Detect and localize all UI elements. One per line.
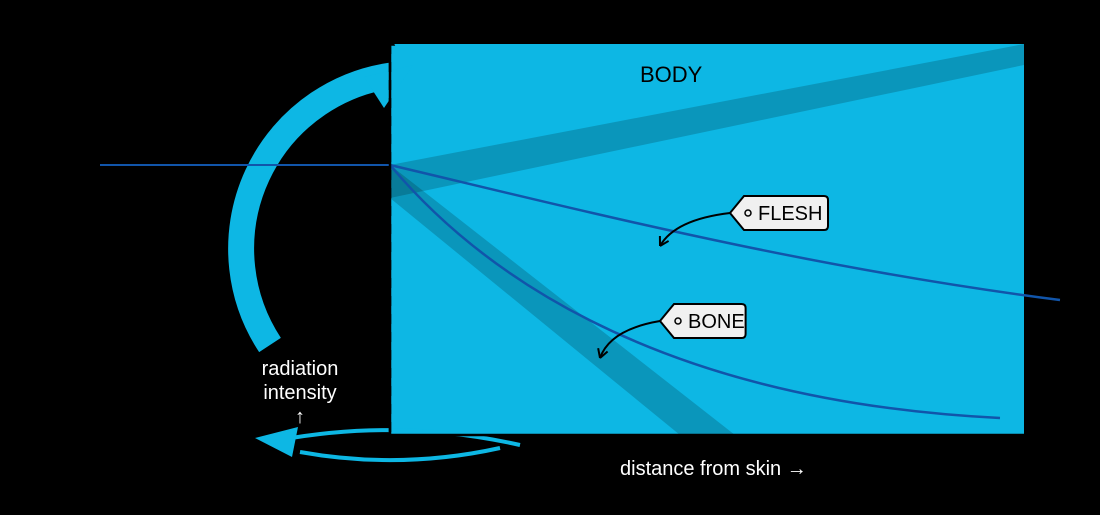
flesh-tag-text: FLESH	[758, 203, 822, 225]
body-label: BODY	[640, 62, 703, 87]
svg-text:intensity: intensity	[263, 382, 336, 404]
svg-text:radiation: radiation	[262, 358, 339, 380]
bone-tag-text: BONE	[688, 311, 745, 333]
x-axis-label: distance from skin →	[620, 458, 807, 480]
svg-text:↑: ↑	[295, 406, 305, 428]
